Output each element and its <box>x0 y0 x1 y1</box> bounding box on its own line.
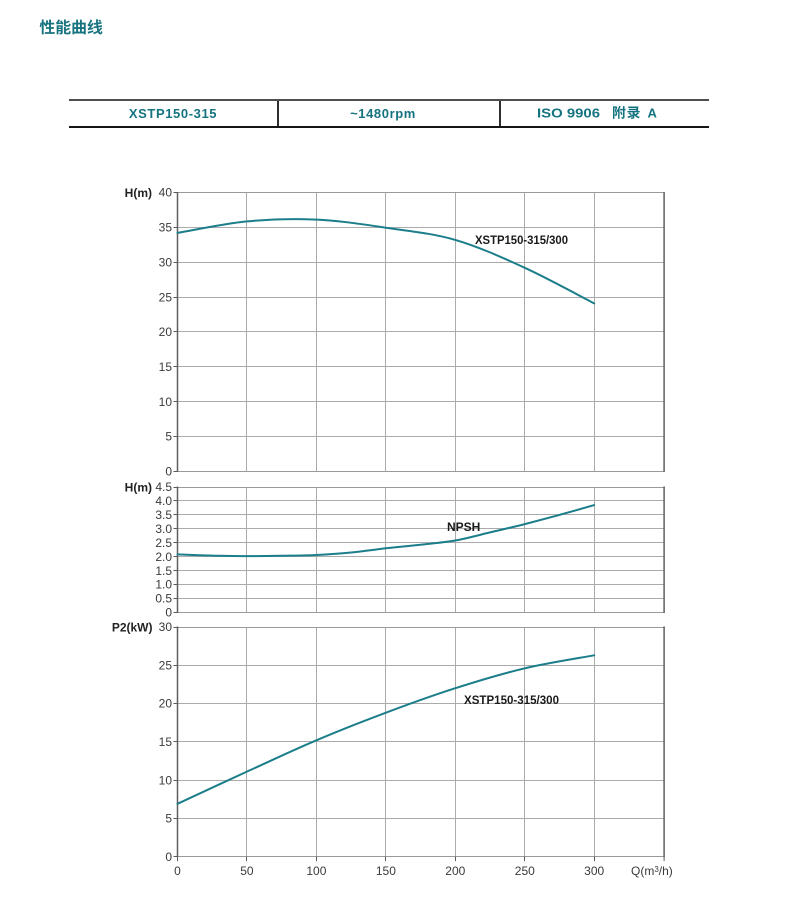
svg-text:3.0: 3.0 <box>155 522 172 536</box>
svg-text:H(m): H(m) <box>125 186 152 200</box>
svg-text:40: 40 <box>159 186 173 200</box>
svg-text:25: 25 <box>159 290 173 304</box>
svg-text:200: 200 <box>445 864 465 878</box>
svg-text:2.0: 2.0 <box>155 550 172 564</box>
svg-text:4.0: 4.0 <box>155 494 172 508</box>
svg-text:XSTP150-315/300: XSTP150-315/300 <box>475 233 568 247</box>
svg-text:35: 35 <box>159 221 173 235</box>
svg-text:NPSH: NPSH <box>447 520 480 534</box>
svg-text:300: 300 <box>584 864 604 878</box>
svg-text:ISO 9906: ISO 9906 <box>537 105 600 120</box>
svg-text:20: 20 <box>159 697 173 711</box>
svg-text:4.5: 4.5 <box>155 480 172 494</box>
svg-text:15: 15 <box>159 735 173 749</box>
svg-text:XSTP150-315/300: XSTP150-315/300 <box>464 693 559 707</box>
svg-text:5: 5 <box>165 430 172 444</box>
svg-text:25: 25 <box>159 659 173 673</box>
svg-text:30: 30 <box>159 255 173 269</box>
svg-text:1.0: 1.0 <box>155 578 172 592</box>
svg-text:0: 0 <box>174 864 181 878</box>
svg-text:2.5: 2.5 <box>155 536 172 550</box>
svg-text:0: 0 <box>165 850 172 864</box>
svg-text:5: 5 <box>165 812 172 826</box>
svg-text:H(m): H(m) <box>125 481 152 495</box>
svg-text:P2(kW): P2(kW) <box>112 621 153 635</box>
svg-text:1.5: 1.5 <box>155 564 172 578</box>
svg-text:Q(m3/h): Q(m3/h) <box>631 864 673 878</box>
svg-text:250: 250 <box>515 864 535 878</box>
svg-text:15: 15 <box>159 360 173 374</box>
svg-text:3.5: 3.5 <box>155 508 172 522</box>
svg-text:0: 0 <box>165 465 172 479</box>
svg-text:A: A <box>648 105 658 120</box>
svg-text:100: 100 <box>306 864 326 878</box>
svg-text:30: 30 <box>159 620 173 634</box>
svg-text:0.5: 0.5 <box>155 592 172 606</box>
svg-text:50: 50 <box>240 864 254 878</box>
svg-text:150: 150 <box>376 864 396 878</box>
svg-text:10: 10 <box>159 395 173 409</box>
svg-text:10: 10 <box>159 773 173 787</box>
svg-text:20: 20 <box>159 325 173 339</box>
svg-text:0: 0 <box>165 606 172 620</box>
